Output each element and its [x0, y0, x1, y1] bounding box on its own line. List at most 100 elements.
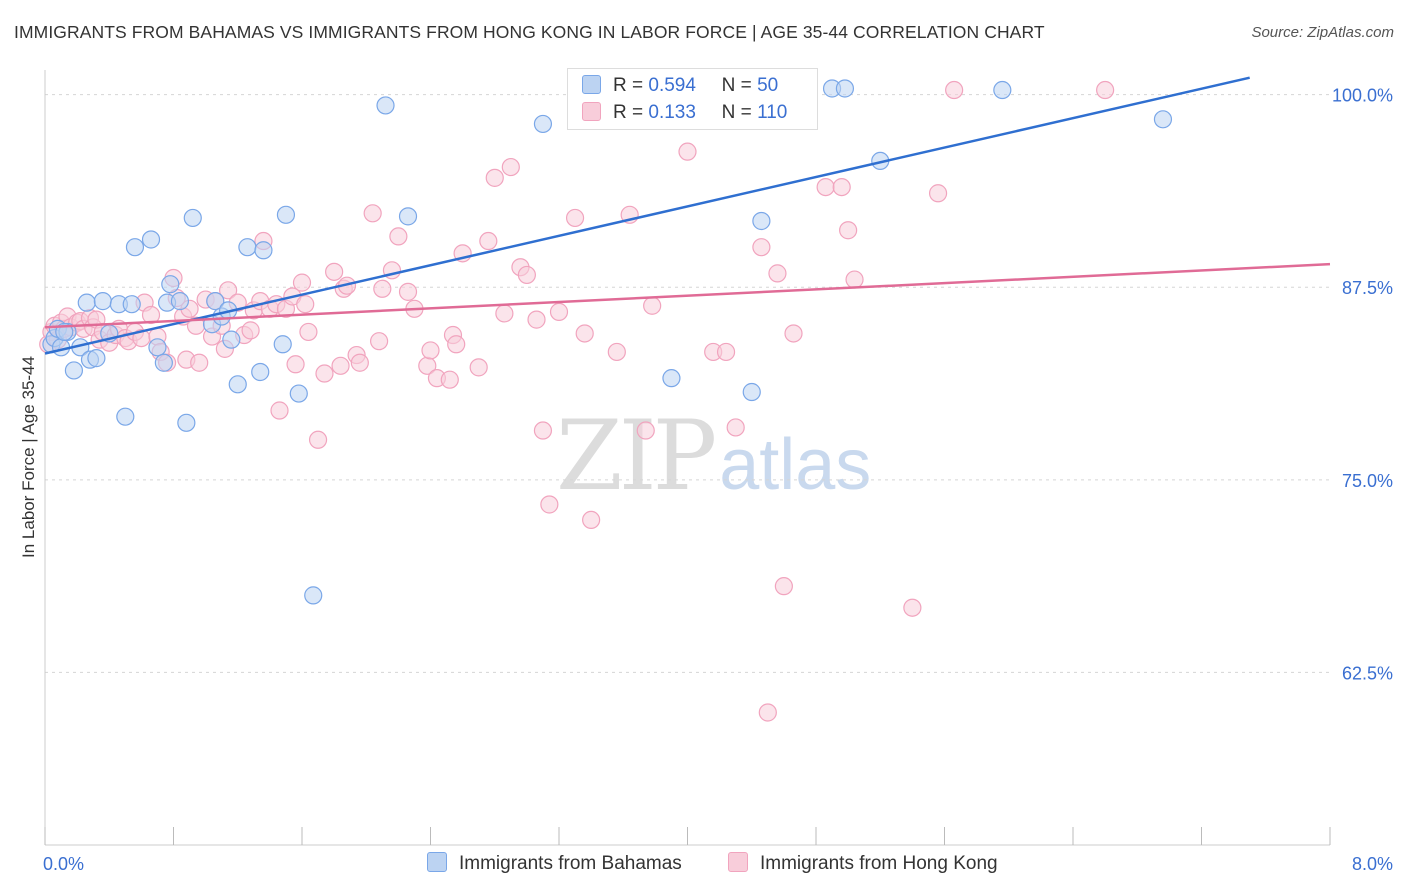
data-point [549, 302, 569, 321]
data-point [495, 304, 514, 323]
data-point [726, 418, 745, 437]
data-point [485, 168, 504, 187]
data-point [662, 369, 681, 388]
chart-title: IMMIGRANTS FROM BAHAMAS VS IMMIGRANTS FR… [14, 22, 1045, 42]
data-point [533, 114, 553, 134]
data-point [183, 208, 202, 228]
data-point [742, 382, 761, 402]
data-point [170, 292, 190, 311]
data-point [816, 177, 835, 197]
data-point [325, 262, 344, 281]
data-point [768, 264, 787, 283]
data-point [517, 265, 536, 285]
stats-box: R = 0.594 N = 50 R = 0.133 N = 110 [567, 68, 818, 130]
r-label: R = [613, 75, 644, 96]
data-point [292, 273, 312, 292]
data-point [1096, 80, 1115, 100]
data-point [565, 208, 585, 228]
stats-row-hongkong: R = 0.133 N = 110 [582, 102, 787, 128]
x-tick-label: 0.0% [43, 854, 84, 874]
legend-swatch-hongkong [728, 852, 748, 872]
data-point [363, 204, 382, 223]
legend-item-hongkong: Immigrants from Hong Kong [728, 852, 998, 875]
data-point [238, 238, 257, 257]
data-point [254, 241, 273, 260]
data-point [77, 293, 96, 312]
axes [44, 70, 1331, 846]
data-point [331, 356, 350, 375]
data-point [784, 324, 803, 343]
data-point [141, 230, 161, 249]
n-label: N = [721, 102, 752, 123]
r-value: 0.594 [648, 75, 696, 96]
y-axis-label: In Labor Force | Age 35-44 [19, 356, 38, 558]
data-point [116, 407, 135, 426]
data-point [752, 238, 771, 257]
data-point [270, 401, 289, 420]
y-tick-label: 62.5% [1342, 663, 1393, 683]
legend-swatch-bahamas [427, 852, 447, 872]
r-value: 0.133 [648, 102, 696, 123]
hongkong-swatch [582, 102, 601, 121]
data-point [903, 598, 922, 617]
data-point [421, 341, 440, 360]
data-point [350, 353, 369, 372]
data-point [832, 177, 851, 197]
source-label: Source: ZipAtlas.com [1251, 24, 1394, 41]
y-tick-label: 100.0% [1332, 86, 1393, 106]
y-tick-label: 75.0% [1342, 471, 1393, 491]
data-point [533, 421, 553, 440]
data-point [607, 342, 626, 362]
trend-line-bahamas [44, 76, 1250, 355]
data-point [839, 221, 858, 240]
data-point [501, 157, 520, 177]
data-point [447, 335, 466, 354]
data-point [141, 305, 161, 325]
data-point [945, 80, 964, 100]
data-point [540, 495, 559, 514]
data-point [222, 330, 241, 349]
data-point [64, 361, 84, 380]
data-point [177, 413, 196, 432]
legend-label-bahamas: Immigrants from Bahamas [459, 853, 682, 874]
data-point [304, 586, 323, 605]
n-label: N = [721, 75, 752, 96]
data-point [308, 430, 328, 449]
legend-item-bahamas: Immigrants from Bahamas [427, 852, 682, 875]
data-point [148, 338, 167, 357]
data-point [241, 321, 260, 340]
data-point [643, 296, 662, 315]
data-point [845, 270, 864, 289]
data-point [161, 275, 180, 294]
data-point [527, 310, 546, 329]
series-bahamas [42, 79, 1173, 605]
data-point [1153, 110, 1173, 129]
data-point [122, 295, 141, 314]
data-point [190, 353, 209, 372]
data-point [299, 322, 318, 342]
data-point [398, 282, 418, 301]
data-point [398, 207, 418, 226]
data-point [716, 342, 736, 362]
points [39, 79, 1173, 722]
data-point [251, 362, 270, 382]
data-point [928, 184, 948, 203]
data-point [289, 384, 308, 403]
data-point [993, 80, 1012, 100]
data-point [469, 358, 488, 377]
trend-lines [44, 76, 1331, 355]
r-label: R = [613, 102, 644, 123]
data-point [276, 205, 296, 224]
y-tick-label: 87.5% [1342, 278, 1393, 298]
bahamas-swatch [582, 75, 601, 94]
data-point [678, 142, 697, 161]
data-point [154, 353, 173, 372]
data-point [296, 295, 315, 314]
data-point [206, 292, 225, 311]
data-point [835, 79, 855, 98]
data-point [440, 370, 459, 389]
trend-line-hongkong [44, 262, 1331, 329]
data-point [370, 332, 389, 351]
data-point [774, 577, 793, 596]
x-tick-label: 8.0% [1352, 854, 1393, 874]
